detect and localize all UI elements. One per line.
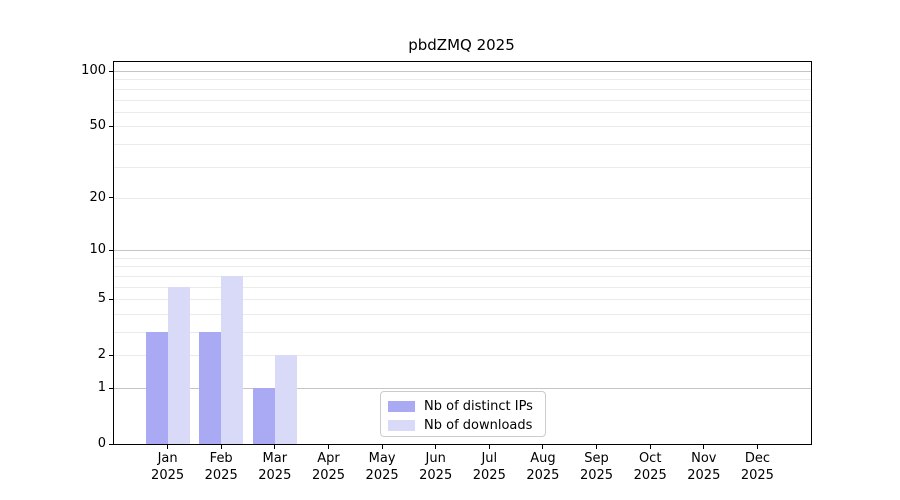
x-tick-month: Jun [425,451,446,466]
x-tick-year: 2025 [579,468,614,483]
x-tick-year: 2025 [311,468,346,483]
y-tick-mark-50 [109,125,114,127]
x-tick-year: 2025 [204,468,238,483]
x-tick-label-dec: Dec 2025 [729,450,785,484]
x-tick-mark-sep [596,444,597,449]
gridline-major-1 [114,388,811,389]
x-tick-month: Oct [638,451,662,466]
legend: Nb of distinct IPs Nb of downloads [380,391,546,437]
x-tick-month: Jan [157,451,178,466]
y-tick-mark-100 [109,70,114,72]
y-tick-label-2: 2 [97,347,106,363]
x-tick-month: Mar [262,451,288,466]
x-tick-month: May [368,451,396,466]
x-tick-month: Aug [530,451,556,466]
x-tick-year: 2025 [687,468,721,483]
x-tick-month: Sep [584,451,609,466]
gridline-minor-9 [114,257,811,259]
x-tick-mark-jun [435,444,437,449]
x-tick-year: 2025 [740,468,774,483]
y-tick-mark-0 [109,443,114,445]
x-tick-label-nov: Nov 2025 [676,450,732,484]
y-tick-label-0: 0 [97,436,106,451]
bar-feb-downloads [221,275,244,444]
x-tick-label-oct: Oct 2025 [622,450,678,484]
x-tick-year: 2025 [419,468,453,483]
x-tick-month: Dec [744,451,770,466]
gridline-minor-2 [114,355,811,357]
gridline-minor-8 [114,266,811,268]
gridline-minor-20 [114,197,811,199]
x-tick-year: 2025 [472,468,506,483]
x-tick-label-mar: Mar 2025 [247,450,303,484]
x-tick-mark-jul [488,444,490,449]
x-tick-month: Feb [209,451,233,466]
x-tick-label-apr: Apr 2025 [301,450,357,484]
legend-swatch-distinct-ips [388,400,415,412]
legend-label-distinct-ips: Nb of distinct IPs [424,398,533,414]
gridline-minor-40 [114,143,811,145]
chart-title: pbdZMQ 2025 [408,36,515,54]
x-tick-year: 2025 [526,468,560,483]
x-tick-year: 2025 [151,468,185,483]
x-tick-label-jul: Jul 2025 [461,450,517,484]
y-tick-label-10: 10 [89,242,106,258]
x-tick-month: Apr [317,451,340,466]
gridline-major-100 [114,71,811,72]
x-tick-label-jan: Jan 2025 [140,450,196,484]
x-tick-year: 2025 [365,468,399,483]
y-tick-mark-20 [109,197,114,199]
x-tick-label-sep: Sep 2025 [569,450,625,484]
gridline-major-10 [114,250,811,252]
x-tick-label-may: May 2025 [354,450,410,484]
gridline-minor-90 [114,79,811,81]
legend-label-downloads: Nb of downloads [424,417,533,433]
gridline-minor-70 [114,99,811,101]
y-tick-mark-5 [109,298,114,300]
x-tick-month: Nov [691,451,717,466]
plot-area: 0 1 2 5 10 20 50 100 Jan 2025 Feb 2025 Mar 2025 Apr 202… [81,61,812,483]
x-tick-label-jun: Jun 2025 [408,450,464,484]
legend-item-distinct-ips: Nb of distinct IPs [388,397,545,415]
x-tick-label-aug: Aug 2025 [515,450,571,484]
y-tick-label-100: 100 [81,63,106,78]
legend-item-downloads: Nb of downloads [388,416,545,434]
x-tick-mark-aug [542,444,544,449]
bar-jan-distinct-ips [145,332,168,444]
y-tick-label-1: 1 [97,380,106,395]
gridline-minor-30 [114,166,811,168]
gridline-minor-4 [114,313,811,315]
x-tick-mark-feb [220,444,222,449]
legend-swatch-downloads [388,419,415,431]
x-tick-mark-jan [167,444,169,449]
x-tick-month: Jul [481,451,498,466]
bar-jan-downloads [167,286,190,444]
y-tick-mark-10 [109,249,114,251]
y-tick-mark-2 [109,354,114,356]
bar-mar-downloads [274,355,297,444]
x-tick-year: 2025 [258,468,292,483]
gridline-minor-6 [114,286,811,288]
x-tick-mark-oct [649,444,651,449]
y-tick-label-20: 20 [89,189,106,205]
x-tick-mark-nov [703,444,705,449]
gridline-minor-50 [114,126,811,128]
x-tick-mark-apr [328,444,329,449]
y-tick-mark-1 [109,387,114,389]
gridline-minor-60 [114,111,811,113]
gridline-minor-80 [114,88,811,90]
x-tick-label-feb: Feb 2025 [193,450,249,484]
y-tick-label-5: 5 [97,291,106,307]
x-tick-year: 2025 [633,468,667,483]
bar-feb-distinct-ips [199,332,222,444]
x-tick-mark-mar [274,444,276,449]
bar-mar-distinct-ips [252,388,275,444]
x-tick-mark-dec [756,444,758,449]
x-tick-mark-may [381,444,383,449]
gridline-minor-3 [114,332,811,333]
gridline-minor-5 [114,299,811,301]
y-tick-label-50: 50 [89,118,106,134]
gridline-minor-7 [114,275,811,277]
